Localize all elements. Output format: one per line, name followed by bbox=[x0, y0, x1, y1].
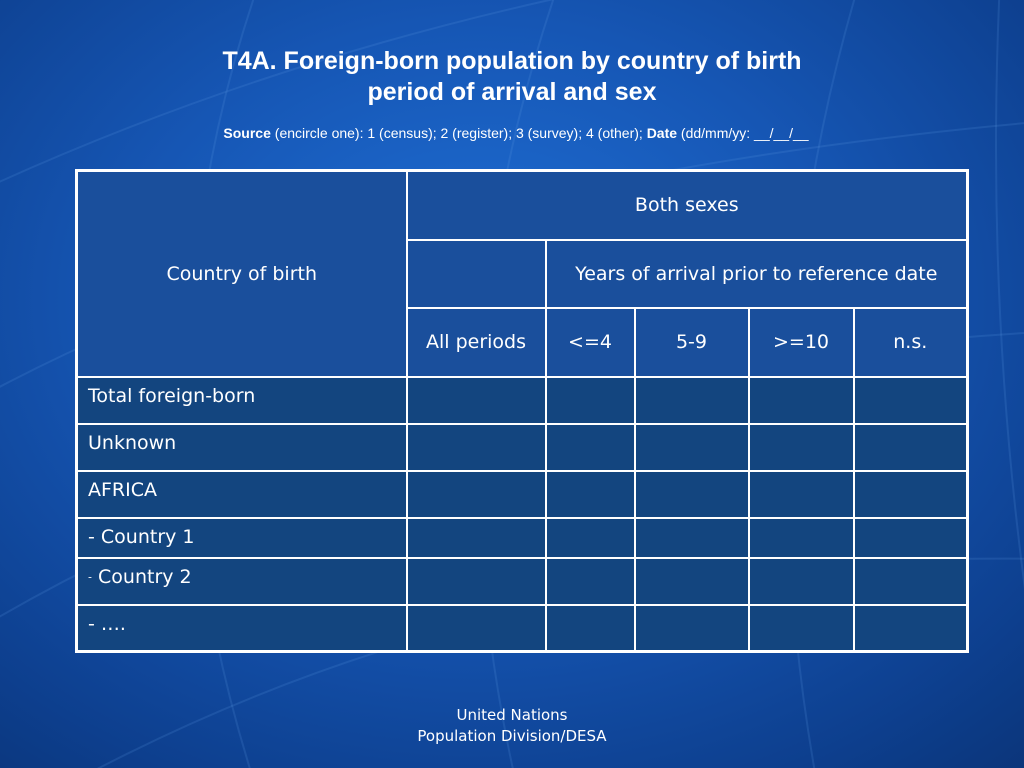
title-line-1: T4A. Foreign-born population by country … bbox=[222, 47, 802, 75]
table-cell bbox=[747, 375, 855, 425]
row-label-country-2-text: Country 2 bbox=[91, 565, 192, 588]
column-header-le4: <=4 bbox=[544, 306, 636, 378]
table-cell bbox=[747, 603, 855, 653]
table-cell bbox=[544, 603, 636, 653]
footer-line-1: United Nations bbox=[456, 706, 568, 724]
table-cell bbox=[633, 603, 750, 653]
table-cell bbox=[544, 556, 636, 606]
row-dash-prefix: - bbox=[88, 570, 92, 583]
table-cell bbox=[633, 516, 750, 559]
footer: United Nations Population Division/DESA bbox=[0, 705, 1024, 747]
table-cell bbox=[852, 469, 969, 519]
years-of-arrival-header: Years of arrival prior to reference date bbox=[544, 238, 969, 309]
source-options: (encircle one): 1 (census); 2 (register)… bbox=[270, 125, 647, 141]
table-cell bbox=[405, 375, 547, 425]
date-format: (dd/mm/yy: __/__/__ bbox=[677, 125, 809, 141]
column-header-all-periods: All periods bbox=[405, 306, 547, 378]
table-cell bbox=[633, 422, 750, 472]
table-cell bbox=[633, 556, 750, 606]
table-row: - Country 1 bbox=[75, 516, 969, 559]
footer-line-2: Population Division/DESA bbox=[417, 727, 607, 745]
table-cell bbox=[852, 603, 969, 653]
source-line: Source (encircle one): 1 (census); 2 (re… bbox=[0, 125, 1024, 141]
column-header-5-9: 5-9 bbox=[633, 306, 750, 378]
table-cell bbox=[747, 516, 855, 559]
table-cell bbox=[544, 469, 636, 519]
table-cell bbox=[405, 603, 547, 653]
table-row: Total foreign-born bbox=[75, 375, 969, 425]
table-cell bbox=[852, 516, 969, 559]
table-cell bbox=[544, 422, 636, 472]
both-sexes-header: Both sexes bbox=[405, 169, 969, 241]
row-label-country-2: - Country 2 bbox=[75, 556, 408, 606]
table-cell bbox=[747, 556, 855, 606]
row-label-country-1: - Country 1 bbox=[75, 516, 408, 559]
table-cell bbox=[852, 422, 969, 472]
column-header-ns: n.s. bbox=[852, 306, 969, 378]
table-cell bbox=[405, 516, 547, 559]
table-cell bbox=[747, 469, 855, 519]
table-row: - …. bbox=[75, 603, 969, 653]
data-table: Country of birth Both sexes Years of arr… bbox=[75, 169, 970, 653]
table-row: Unknown bbox=[75, 422, 969, 472]
row-label-unknown: Unknown bbox=[75, 422, 408, 472]
row-label-ellipsis: - …. bbox=[75, 603, 408, 653]
table-cell bbox=[405, 422, 547, 472]
row-label-total: Total foreign-born bbox=[75, 375, 408, 425]
source-label: Source bbox=[223, 125, 271, 141]
table-cell bbox=[633, 375, 750, 425]
country-of-birth-header: Country of birth bbox=[75, 169, 408, 378]
table-cell bbox=[544, 375, 636, 425]
empty-header-cell bbox=[405, 238, 547, 309]
table-row: AFRICA bbox=[75, 469, 969, 519]
table-cell bbox=[852, 375, 969, 425]
date-label: Date bbox=[646, 125, 678, 141]
table-cell bbox=[405, 556, 547, 606]
table-cell bbox=[747, 422, 855, 472]
table-cell bbox=[633, 469, 750, 519]
table-row: - Country 2 bbox=[75, 556, 969, 606]
page-title: T4A. Foreign-born population by country … bbox=[0, 46, 1024, 108]
table-cell bbox=[544, 516, 636, 559]
column-header-ge10: >=10 bbox=[747, 306, 855, 378]
row-label-africa: AFRICA bbox=[75, 469, 408, 519]
title-line-2: period of arrival and sex bbox=[367, 78, 657, 106]
table-cell bbox=[852, 556, 969, 606]
table-cell bbox=[405, 469, 547, 519]
